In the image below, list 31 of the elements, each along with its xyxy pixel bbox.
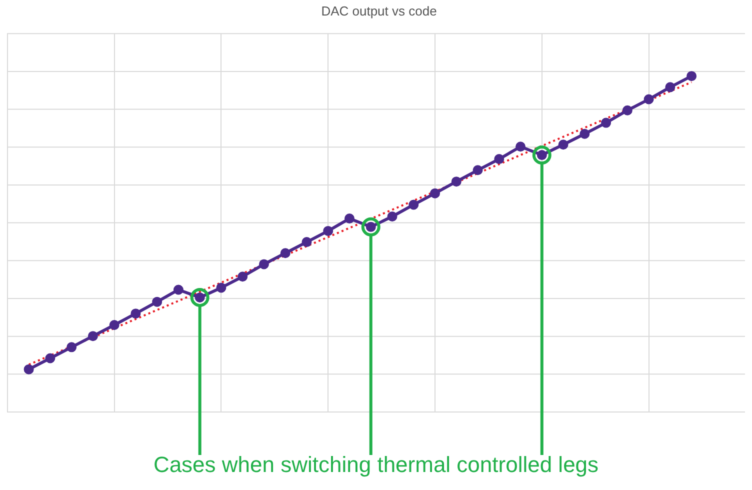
point	[323, 226, 334, 236]
point	[66, 342, 77, 352]
point	[173, 284, 184, 295]
point	[622, 105, 632, 116]
point	[558, 140, 568, 150]
point	[601, 118, 612, 128]
point	[238, 272, 248, 282]
point	[580, 128, 590, 139]
point	[152, 296, 162, 307]
point	[216, 282, 226, 293]
point	[130, 308, 141, 319]
point	[302, 237, 312, 248]
point	[280, 248, 290, 258]
point	[88, 331, 98, 342]
point	[686, 71, 697, 82]
point	[451, 176, 462, 187]
point	[516, 142, 526, 152]
point	[665, 82, 676, 92]
point	[344, 214, 354, 224]
point	[472, 165, 483, 176]
point	[109, 320, 120, 330]
point	[408, 200, 419, 210]
point	[494, 154, 504, 164]
point	[430, 188, 440, 198]
text: Cases when switching thermal controlled legs	[152, 452, 600, 478]
point	[45, 353, 56, 364]
point	[387, 212, 398, 222]
point	[24, 364, 34, 374]
point	[258, 259, 269, 270]
point	[644, 94, 654, 104]
chart-title: DAC output vs code	[321, 3, 437, 18]
